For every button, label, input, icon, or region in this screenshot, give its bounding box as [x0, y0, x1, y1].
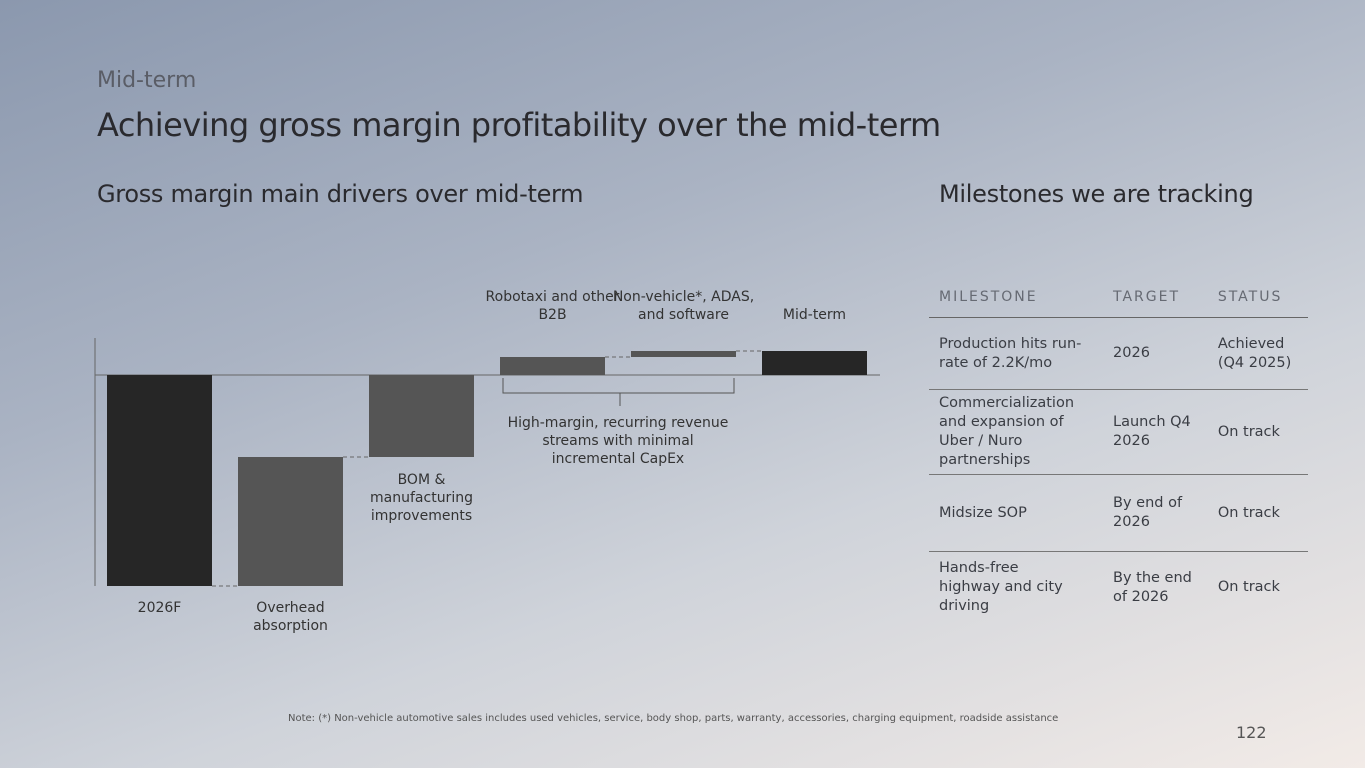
milestone-table: MILESTONE TARGET STATUS Production hits run…: [929, 277, 1308, 624]
table-cell: Midsize SOP: [929, 474, 1104, 552]
category-label: Robotaxi and other B2B: [485, 289, 620, 323]
table-cell: On track: [1207, 474, 1308, 552]
column-header: STATUS: [1207, 277, 1308, 318]
table-cell: On track: [1207, 389, 1308, 475]
category-label: BOM & manufacturing improvements: [370, 472, 473, 524]
eyebrow: Mid-term: [97, 68, 197, 93]
column-header: TARGET: [1103, 277, 1208, 318]
bar: [107, 375, 212, 586]
category-label: 2026F: [137, 600, 182, 616]
chart-title: Gross margin main drivers over mid-term: [97, 180, 584, 208]
bar: [238, 457, 343, 586]
table-cell: By end of 2026: [1103, 474, 1208, 552]
bar: [369, 375, 474, 457]
table-cell: Achieved (Q4 2025): [1207, 317, 1308, 390]
table-cell: By the end of 2026: [1113, 569, 1192, 605]
bar: [762, 351, 867, 375]
table-cell: 2026: [1103, 317, 1208, 390]
bracket: [502, 378, 735, 406]
category-label: Mid-term: [782, 307, 847, 323]
chart: [94, 338, 880, 587]
note: Note: (*) Non-vehicle automotive sales i…: [288, 713, 1059, 724]
category-label: Overhead absorption: [253, 600, 328, 634]
table-cell: On track: [1217, 579, 1280, 596]
category-label: Non-vehicle*, ADAS, and software: [612, 289, 755, 323]
bar: [631, 351, 736, 357]
table-title: Milestones we are tracking: [939, 180, 1254, 208]
annotation: High-margin, recurring revenue streams w…: [507, 415, 729, 467]
table-cell: Production hits run-rate of 2.2K/mo: [929, 317, 1104, 390]
bar: [500, 357, 605, 375]
page-number: 122: [1236, 723, 1267, 742]
column-header: MILESTONE: [929, 277, 1104, 318]
table-cell: Launch Q4 2026: [1103, 389, 1208, 475]
table-cell: Commercialization and expansion of Uber …: [929, 389, 1104, 475]
table-cell: Hands-free highway and city driving: [939, 560, 1063, 615]
slide-title: Achieving gross margin profitability ove…: [97, 106, 941, 144]
